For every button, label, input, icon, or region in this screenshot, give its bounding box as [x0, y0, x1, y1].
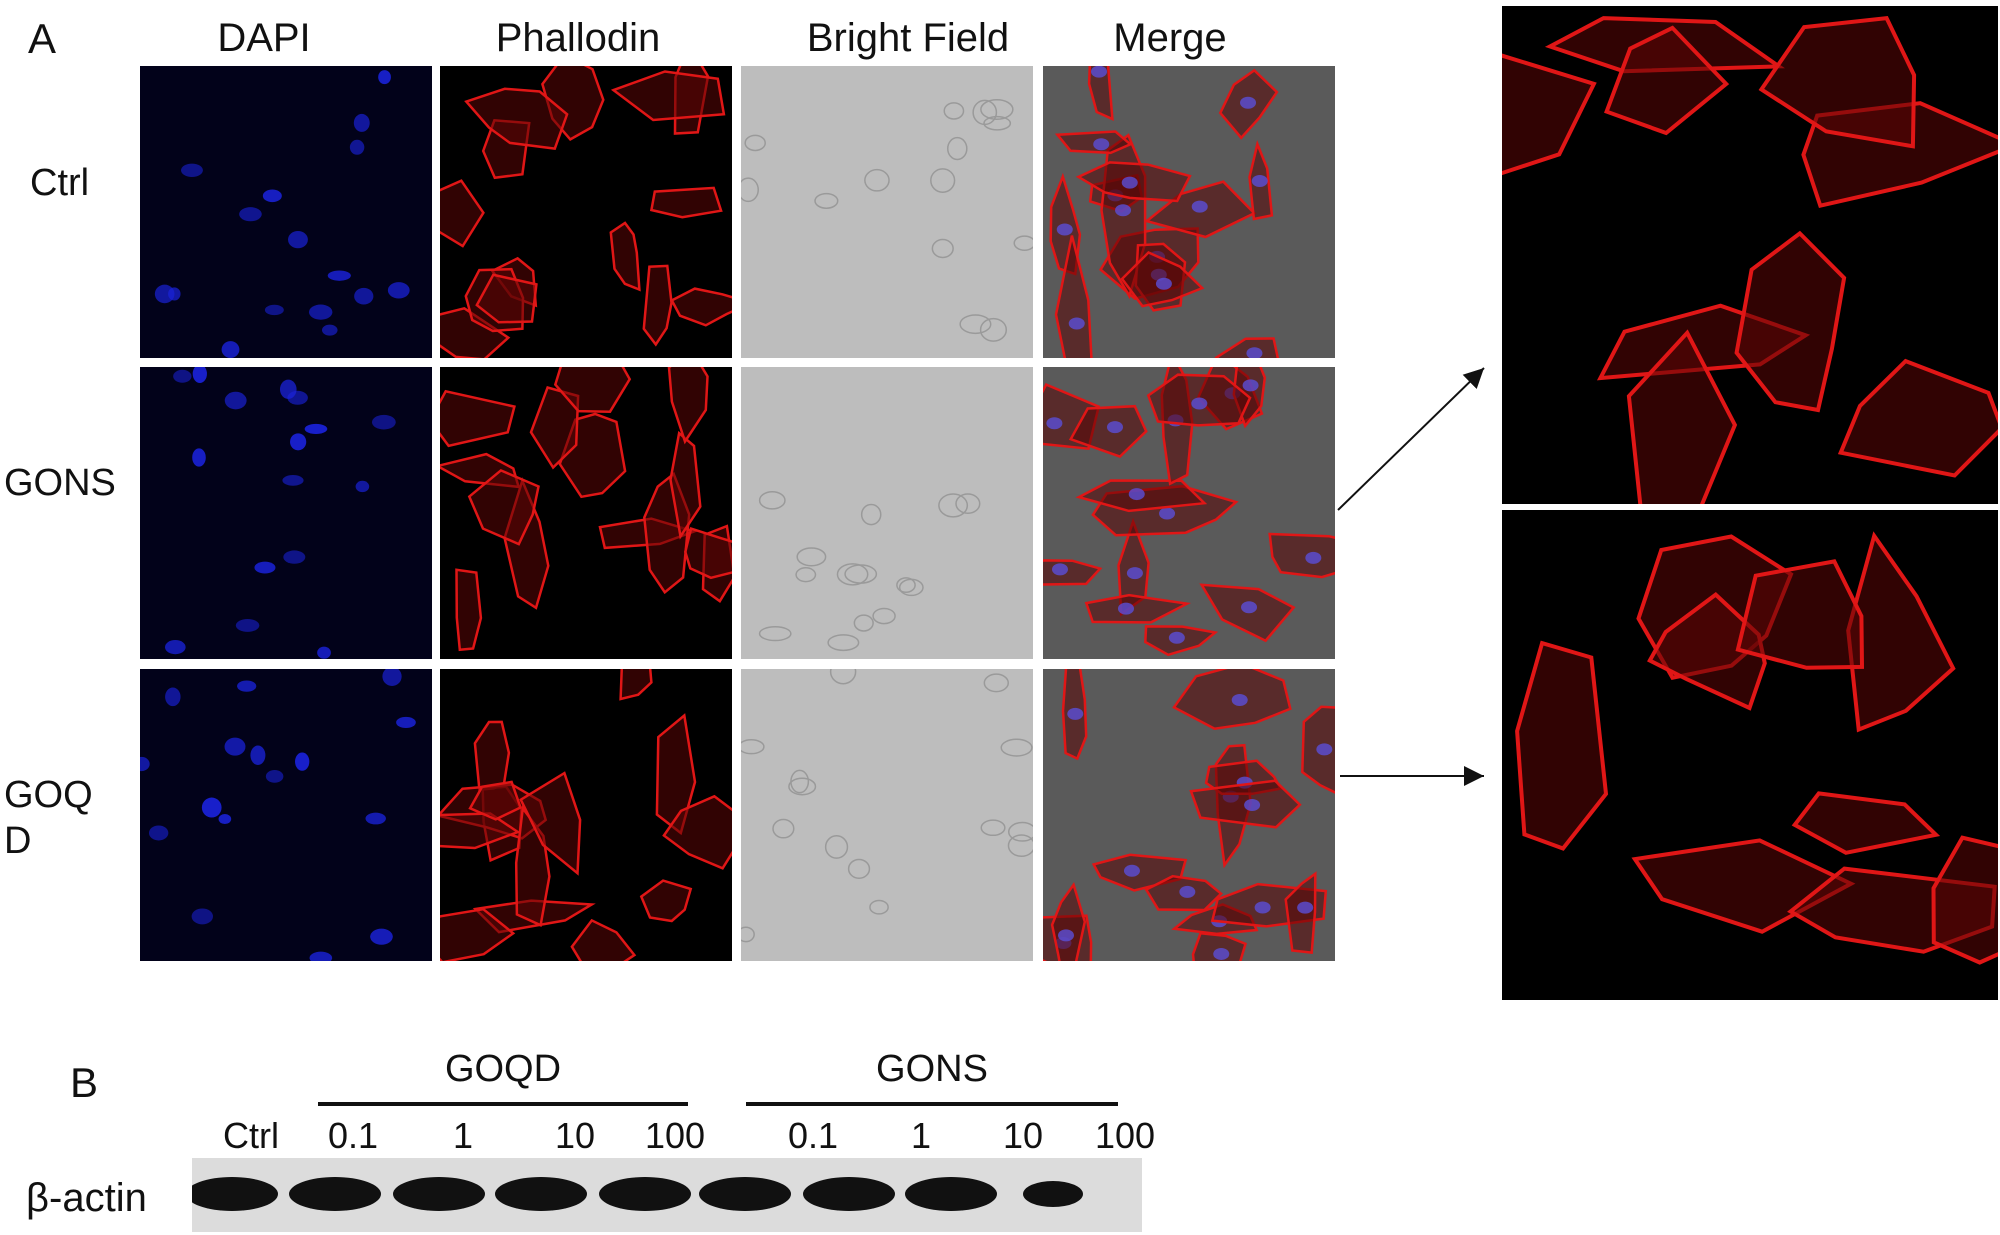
micrograph-gons-dapi [140, 367, 432, 659]
group-line-goqd [318, 1102, 688, 1106]
micrograph-goqd-dapi [140, 669, 432, 961]
column-header-merge: Merge [1113, 16, 1227, 60]
lane-label: 1 [452, 1115, 474, 1156]
micrograph-goqd-phalloidin [440, 669, 732, 961]
blot-band [599, 1177, 691, 1211]
micrograph-ctrl-bright-field [741, 66, 1033, 358]
micrograph-gons-bright-field [741, 367, 1033, 659]
zoom-image-goqd [1502, 510, 1998, 1000]
lane-label: 10 [1002, 1115, 1044, 1156]
western-blot-beta-actin [192, 1158, 1142, 1232]
micrograph-ctrl-merge [1043, 66, 1335, 358]
blot-band [699, 1177, 791, 1211]
micrograph-goqd-merge [1043, 669, 1335, 961]
lane-label: 100 [1094, 1115, 1156, 1156]
micrograph-gons-phalloidin [440, 367, 732, 659]
micrograph-ctrl-phalloidin [440, 66, 732, 358]
panel-b-letter: B [70, 1059, 99, 1106]
blot-band [192, 1177, 278, 1211]
zoom-image-gons [1502, 6, 1998, 504]
panel-a-letter: A [28, 15, 57, 62]
lane-label: Ctrl [223, 1115, 279, 1156]
row-label-gons: GONS [4, 462, 116, 504]
lane-label: 0.1 [327, 1115, 379, 1156]
blot-band [803, 1177, 895, 1211]
blot-band [393, 1177, 485, 1211]
blot-band [1023, 1181, 1083, 1207]
column-header-bright-field: Bright Field [806, 16, 1010, 60]
column-header-dapi: DAPI [217, 16, 311, 60]
column-header-phalloidin: Phallodin [495, 16, 661, 60]
micrograph-ctrl-dapi [140, 66, 432, 358]
blot-band [495, 1177, 587, 1211]
micrograph-gons-merge [1043, 367, 1335, 659]
lane-label: 10 [554, 1115, 596, 1156]
blot-band [905, 1177, 997, 1211]
blot-row-label-beta-actin: β-actin [26, 1176, 147, 1220]
row-label-goqd: GOQ D [4, 774, 93, 863]
row-label-ctrl: Ctrl [30, 162, 90, 204]
micrograph-goqd-bright-field [741, 669, 1033, 961]
lane-label: 0.1 [787, 1115, 839, 1156]
lane-label: 1 [910, 1115, 932, 1156]
group-line-gons [746, 1102, 1118, 1106]
lane-label: 100 [644, 1115, 706, 1156]
group-label-goqd: GOQD [444, 1048, 562, 1090]
group-label-gons: GONS [876, 1048, 988, 1090]
blot-band [289, 1177, 381, 1211]
arrow-gons-zoom [1337, 367, 1485, 511]
